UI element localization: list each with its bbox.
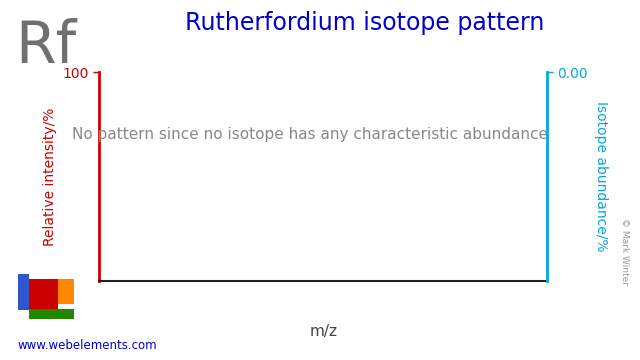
Text: Rf: Rf [15, 18, 77, 75]
Text: m/z: m/z [309, 324, 337, 339]
Y-axis label: Isotope abundance/%: Isotope abundance/% [594, 101, 608, 252]
Text: No pattern since no isotope has any characteristic abundance: No pattern since no isotope has any char… [72, 127, 548, 142]
Text: www.webelements.com: www.webelements.com [18, 339, 157, 352]
Text: © Mark Winter: © Mark Winter [620, 219, 628, 285]
Text: Rutherfordium isotope pattern: Rutherfordium isotope pattern [185, 12, 545, 35]
Y-axis label: Relative intensity/%: Relative intensity/% [43, 107, 57, 246]
